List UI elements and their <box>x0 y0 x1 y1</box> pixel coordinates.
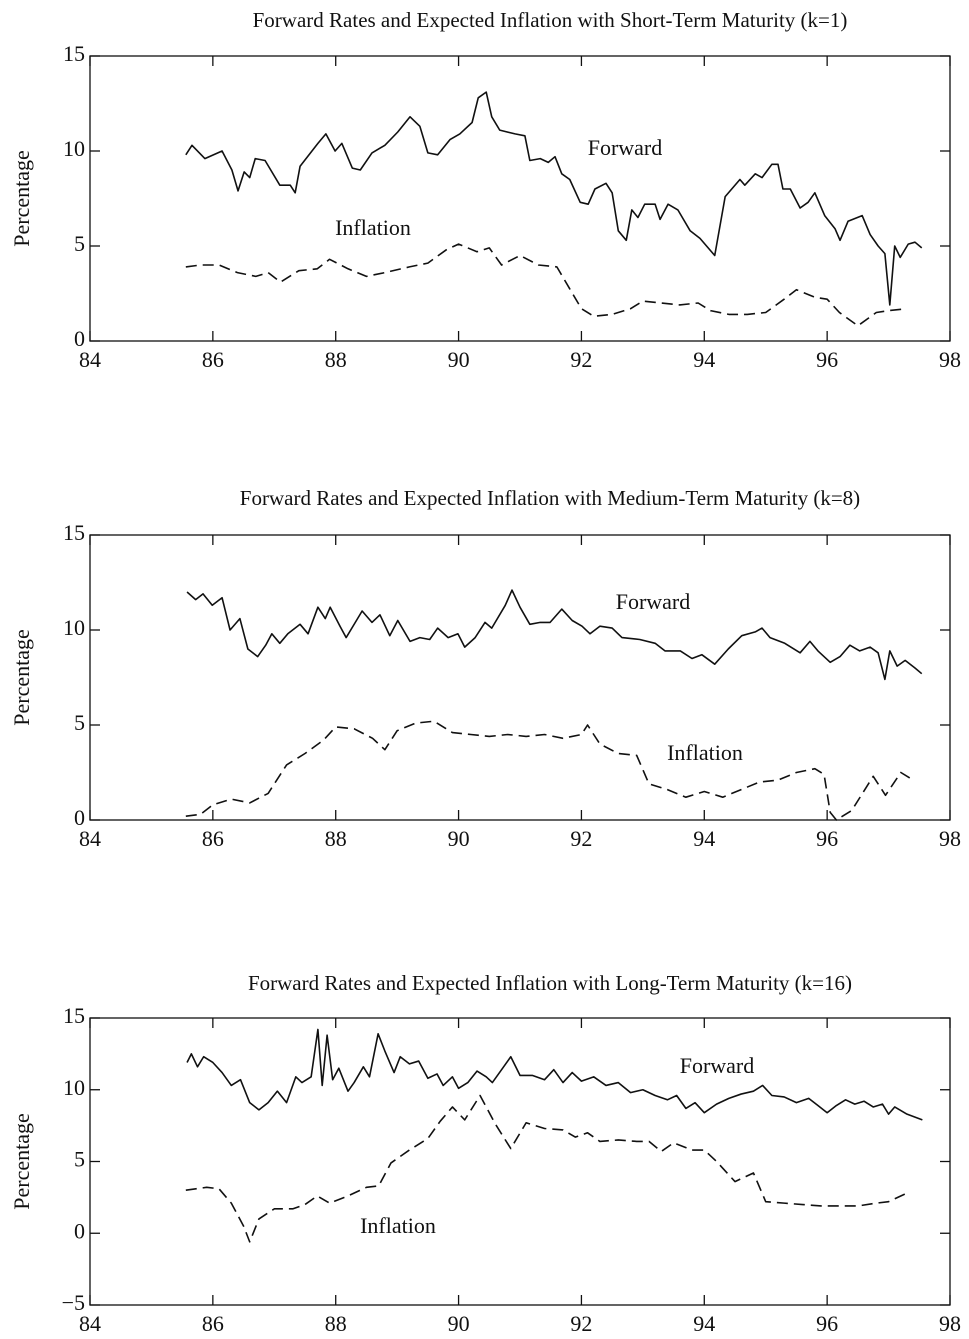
series-line <box>186 1028 923 1121</box>
y-tick-label: 0 <box>74 805 85 830</box>
x-tick-label: 90 <box>448 1311 470 1336</box>
series-label: Inflation <box>667 740 743 765</box>
chart-title: Forward Rates and Expected Inflation wit… <box>248 971 852 995</box>
y-tick-label: 0 <box>74 1218 85 1243</box>
x-tick-label: 94 <box>693 347 715 372</box>
x-tick-label: 84 <box>79 347 101 372</box>
x-tick-label: 90 <box>448 826 470 851</box>
y-tick-label: 15 <box>63 1003 85 1028</box>
series-label: Inflation <box>335 215 411 240</box>
chart-panel: Forward Rates and Expected Inflation wit… <box>9 486 961 851</box>
y-tick-label: 15 <box>63 520 85 545</box>
series-line <box>186 589 923 681</box>
series-line <box>185 91 923 306</box>
x-tick-label: 96 <box>816 826 838 851</box>
y-tick-label: 0 <box>74 326 85 351</box>
x-tick-label: 92 <box>570 1311 592 1336</box>
chart-panel: Forward Rates and Expected Inflation wit… <box>9 971 961 1336</box>
x-tick-label: 98 <box>939 826 961 851</box>
y-tick-label: 10 <box>63 615 85 640</box>
x-tick-label: 88 <box>325 1311 347 1336</box>
series-line <box>185 1094 908 1243</box>
x-tick-label: 88 <box>325 826 347 851</box>
plot-frame <box>89 534 951 821</box>
y-tick-label: 10 <box>63 1075 85 1100</box>
y-axis-label: Percentage <box>9 150 34 247</box>
x-tick-label: 94 <box>693 1311 715 1336</box>
chart-title: Forward Rates and Expected Inflation wit… <box>240 486 860 510</box>
y-axis-label: Percentage <box>9 629 34 726</box>
series-label: Forward <box>588 135 663 160</box>
x-tick-label: 84 <box>79 1311 101 1336</box>
x-tick-label: 92 <box>570 826 592 851</box>
chart-title: Forward Rates and Expected Inflation wit… <box>253 8 848 32</box>
y-tick-label: 5 <box>74 231 85 256</box>
x-tick-label: 86 <box>202 347 224 372</box>
x-tick-label: 98 <box>939 1311 961 1336</box>
series-line <box>185 243 908 327</box>
y-axis-label: Percentage <box>9 1113 34 1210</box>
x-tick-label: 86 <box>202 1311 224 1336</box>
series-line <box>185 720 914 821</box>
y-tick-label: −5 <box>62 1290 85 1315</box>
x-tick-label: 96 <box>816 1311 838 1336</box>
plot-frame <box>89 1017 951 1306</box>
x-tick-label: 86 <box>202 826 224 851</box>
series-label: Inflation <box>360 1213 436 1238</box>
series-label: Forward <box>680 1053 755 1078</box>
series-label: Forward <box>616 589 691 614</box>
y-tick-label: 15 <box>63 41 85 66</box>
x-tick-label: 96 <box>816 347 838 372</box>
x-tick-label: 92 <box>570 347 592 372</box>
y-tick-label: 5 <box>74 1147 85 1172</box>
chart-panel: Forward Rates and Expected Inflation wit… <box>9 8 961 372</box>
x-tick-label: 98 <box>939 347 961 372</box>
y-tick-label: 10 <box>63 136 85 161</box>
x-tick-label: 90 <box>448 347 470 372</box>
x-tick-label: 84 <box>79 826 101 851</box>
y-tick-label: 5 <box>74 710 85 735</box>
x-tick-label: 94 <box>693 826 715 851</box>
x-tick-label: 88 <box>325 347 347 372</box>
plot-frame <box>89 55 951 342</box>
